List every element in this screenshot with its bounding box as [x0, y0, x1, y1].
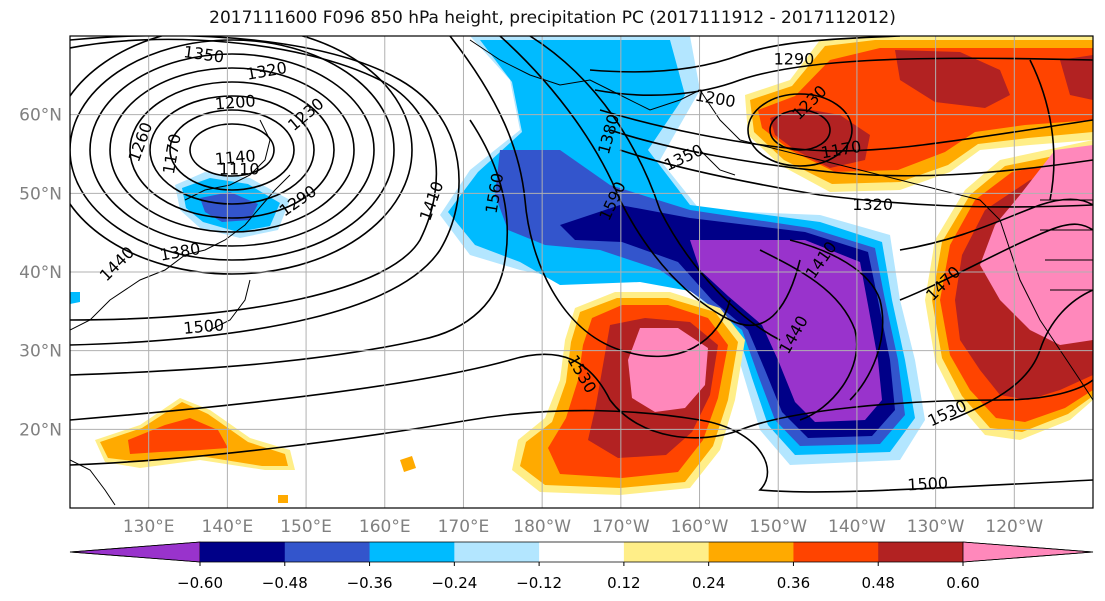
- contour-label-text: 1110: [219, 160, 260, 179]
- latitude-tick-labels: 20°N 30°N 40°N 50°N 60°N: [19, 106, 62, 441]
- contour-label: 1500: [907, 473, 949, 494]
- contour-label-text: 1500: [183, 315, 225, 337]
- contour-label-text: 1200: [214, 91, 256, 113]
- contour-label-text: 1320: [852, 195, 893, 214]
- lat-tick-label: 50°N: [19, 184, 62, 204]
- colorbar-tick-label: −0.12: [516, 574, 562, 592]
- colorbar-extend-high: [962, 541, 1094, 563]
- lat-tick-label: 20°N: [19, 420, 62, 440]
- colorbar-swatch: [878, 542, 964, 562]
- lon-tick-label: 140°W: [828, 517, 886, 537]
- contour-label-text: 1500: [907, 473, 949, 494]
- lon-tick-label: 170°E: [438, 517, 490, 537]
- lon-tick-label: 160°E: [359, 517, 411, 537]
- lon-tick-label: 160°W: [671, 517, 729, 537]
- colorbar-swatch: [200, 542, 286, 562]
- lon-tick-label: 120°W: [985, 517, 1043, 537]
- contour-label: 1320: [852, 195, 893, 214]
- lon-tick-label: 150°W: [749, 517, 807, 537]
- colorbar-swatch: [369, 542, 455, 562]
- colorbar-tick-label: 0.36: [777, 574, 810, 592]
- colorbar-tick-label: −0.60: [177, 574, 223, 592]
- height-contours: [70, 36, 1093, 493]
- lat-tick-label: 40°N: [19, 263, 62, 283]
- map-frame: [69, 35, 1094, 509]
- colorbar-tick-label: 0.48: [862, 574, 895, 592]
- colorbar-swatch: [539, 542, 625, 562]
- colorbar-swatch: [708, 542, 794, 562]
- colorbar-tick-label: −0.24: [431, 574, 477, 592]
- contour-label: 1110: [219, 160, 260, 179]
- lat-tick-label: 30°N: [19, 342, 62, 362]
- longitude-tick-labels: 130°E 140°E 150°E 160°E 170°E 180°W 170°W 160°W…: [123, 517, 1044, 537]
- contour-label: 1500: [183, 315, 225, 337]
- lon-tick-label: 130°W: [907, 517, 965, 537]
- lon-tick-label: 130°E: [123, 517, 175, 537]
- lon-tick-label: 180°W: [513, 517, 571, 537]
- colorbar-tick-label: −0.36: [347, 574, 393, 592]
- lat-tick-label: 60°N: [19, 106, 62, 126]
- colorbar: −0.60 −0.48 −0.36 −0.24 −0.12 0.12 0.24 0.36 0.4…: [69, 541, 1094, 592]
- precipitation-shading: [70, 36, 1093, 503]
- colorbar-extend-low: [69, 541, 201, 563]
- coastlines: [70, 39, 1093, 506]
- contour-label-text: 1140: [214, 146, 256, 168]
- contour-label: 1290: [774, 50, 815, 69]
- contour-label: 1140: [214, 146, 256, 168]
- lon-tick-label: 170°W: [592, 517, 650, 537]
- colorbar-swatch: [793, 542, 879, 562]
- colorbar-tick-label: 0.12: [607, 574, 640, 592]
- lon-tick-label: 140°E: [202, 517, 254, 537]
- contour-label-text: 1290: [774, 50, 815, 69]
- colorbar-tick-label: 0.60: [946, 574, 979, 592]
- map-title: 2017111600 F096 850 hPa height, precipit…: [209, 8, 896, 28]
- lon-tick-label: 150°E: [280, 517, 332, 537]
- map-grid: [70, 36, 1093, 508]
- colorbar-tick-label: 0.24: [692, 574, 725, 592]
- colorbar-tick-label: −0.48: [262, 574, 308, 592]
- contour-label: 1200: [214, 91, 256, 113]
- colorbar-swatch: [454, 542, 540, 562]
- colorbar-swatch: [623, 542, 710, 562]
- colorbar-swatch: [284, 542, 371, 562]
